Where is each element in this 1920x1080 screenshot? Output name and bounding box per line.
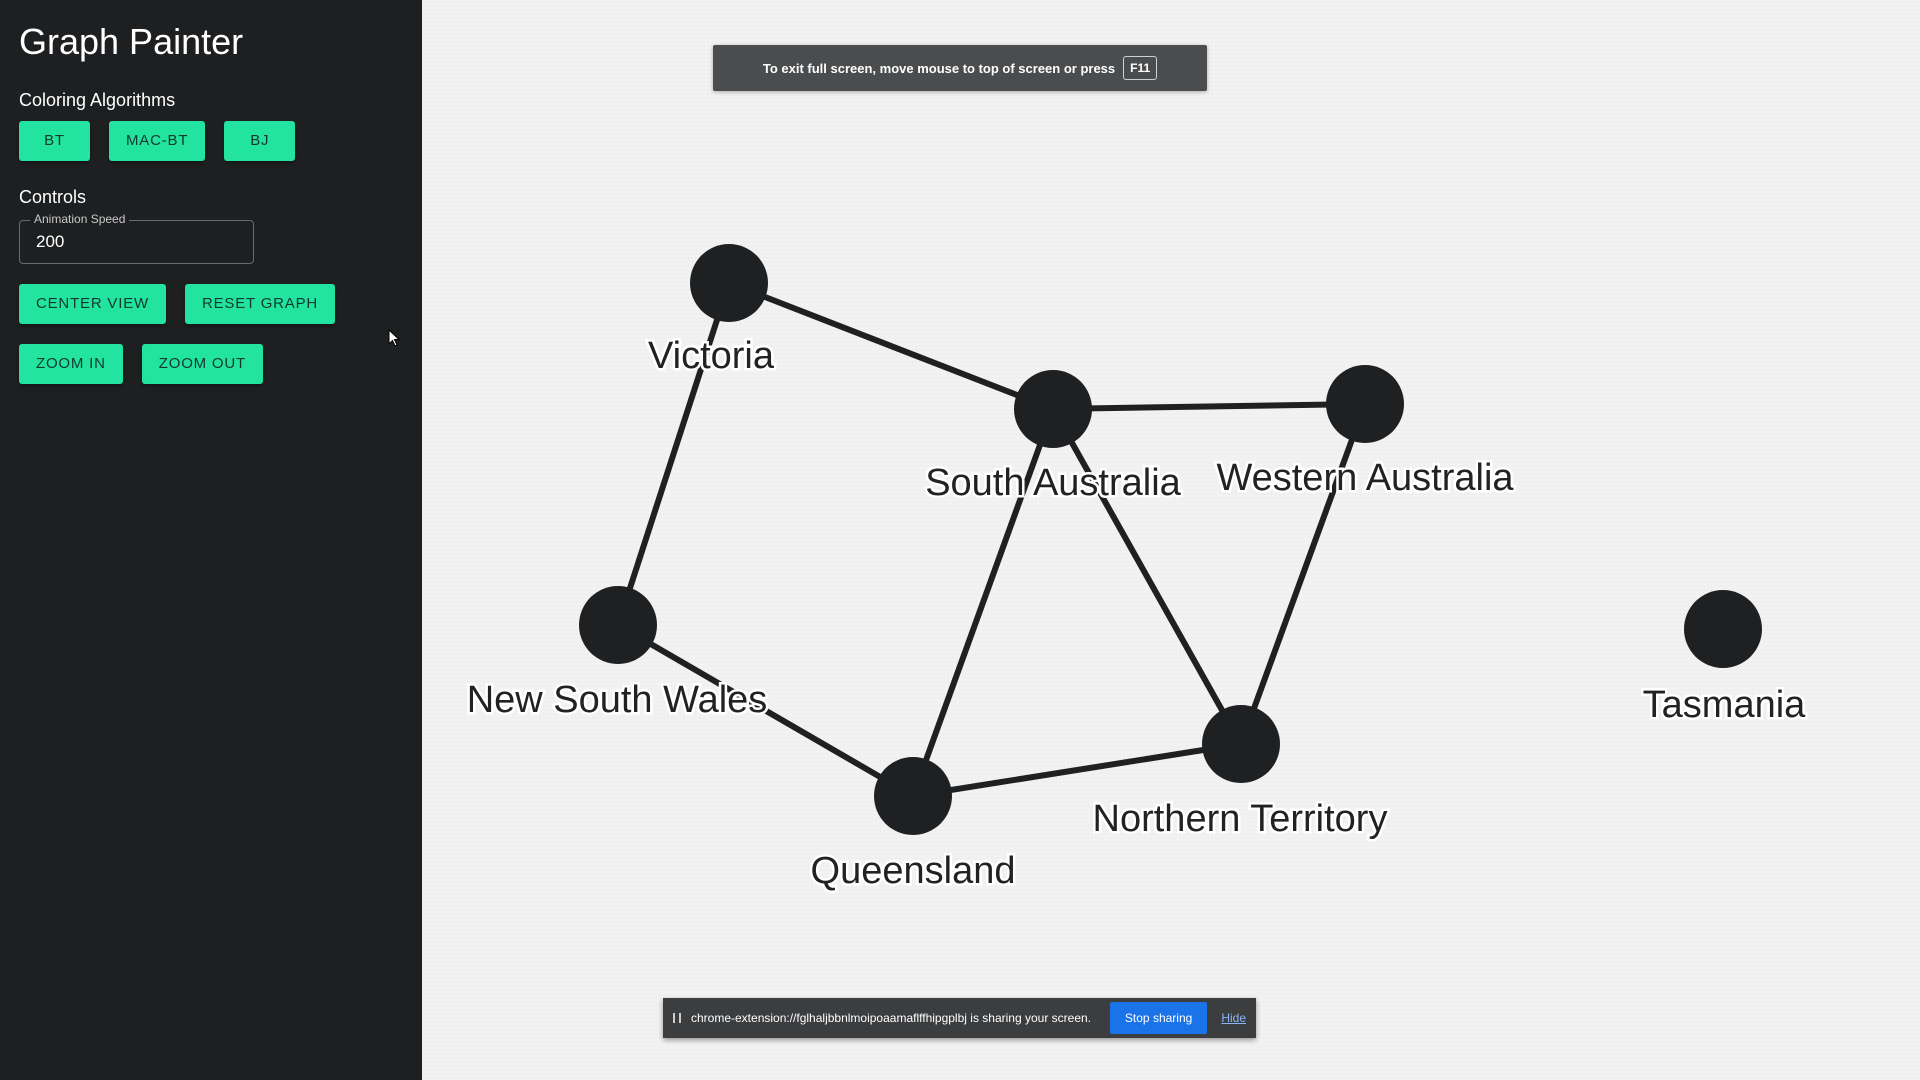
node-new-south-wales[interactable]: New South Wales [464, 586, 770, 724]
animation-speed-field: Animation Speed [19, 211, 254, 264]
edge-victoria-south-australia [727, 280, 1055, 412]
node-queensland[interactable]: Queensland [808, 757, 1018, 895]
node-label: Northern Territory [1093, 798, 1388, 840]
view-controls-row: CENTER VIEW RESET GRAPH [19, 283, 403, 324]
stop-sharing-button[interactable]: Stop sharing [1109, 1002, 1208, 1034]
node-south-australia[interactable]: South Australia [923, 370, 1184, 507]
animation-speed-input[interactable] [34, 230, 238, 253]
edge-south-australia-northern-territory [1050, 407, 1244, 746]
node-circle[interactable] [579, 586, 657, 664]
controls-heading: Controls [19, 186, 87, 207]
graph-svg[interactable]: Victoria South Australia Western Australia… [422, 0, 1920, 1080]
algorithms-heading: Coloring Algorithms [19, 89, 176, 110]
center-view-button[interactable]: CENTER VIEW [19, 283, 166, 324]
edge-new-south-wales-queensland [616, 622, 915, 799]
graph-nodes: Victoria South Australia Western Australia… [464, 244, 1809, 895]
node-label: New South Wales [467, 679, 768, 721]
edge-queensland-northern-territory [912, 741, 1242, 799]
f11-key-badge: F11 [1123, 56, 1158, 80]
screen-share-text: chrome-extension://fglhaljbbnlmoipoaamaf… [691, 1011, 1091, 1025]
node-label: Queensland [811, 850, 1016, 892]
bj-button[interactable]: BJ [224, 120, 296, 161]
node-label: Tasmania [1643, 684, 1806, 726]
screen-share-bar: chrome-extension://fglhaljbbnlmoipoaamaf… [663, 998, 1256, 1038]
node-circle[interactable] [690, 244, 768, 322]
edge-south-australia-western-australia [1052, 401, 1366, 412]
zoom-controls-row: ZOOM IN ZOOM OUT [19, 343, 403, 384]
animation-speed-label: Animation Speed [30, 211, 130, 226]
reset-graph-button[interactable]: RESET GRAPH [184, 283, 336, 324]
node-circle[interactable] [1684, 590, 1762, 668]
node-tasmania[interactable]: Tasmania [1640, 590, 1809, 729]
node-label: South Australia [925, 462, 1181, 504]
mac-bt-button[interactable]: MAC-BT [109, 120, 206, 161]
graph-edges [615, 280, 1368, 799]
graph-canvas[interactable]: To exit full screen, move mouse to top o… [422, 0, 1920, 1080]
fullscreen-exit-notice: To exit full screen, move mouse to top o… [713, 45, 1207, 91]
node-circle[interactable] [1202, 705, 1280, 783]
edge-western-australia-northern-territory [1238, 402, 1368, 746]
node-circle[interactable] [874, 757, 952, 835]
node-victoria[interactable]: Victoria [645, 244, 777, 380]
app-title: Graph Painter [19, 21, 244, 62]
node-circle[interactable] [1014, 370, 1092, 448]
hide-link[interactable]: Hide [1221, 1011, 1246, 1025]
mouse-cursor-icon [388, 329, 401, 347]
pause-icon [673, 1013, 681, 1023]
fullscreen-notice-text: To exit full screen, move mouse to top o… [762, 60, 1116, 76]
sidebar: Graph Painter Coloring Algorithms BT MAC… [0, 0, 422, 1080]
zoom-out-button[interactable]: ZOOM OUT [141, 343, 263, 384]
algorithm-buttons: BT MAC-BT BJ [19, 120, 403, 161]
zoom-in-button[interactable]: ZOOM IN [19, 343, 123, 384]
node-label: Victoria [648, 335, 775, 377]
node-western-australia[interactable]: Western Australia [1214, 365, 1517, 502]
edge-victoria-new-south-wales [615, 282, 732, 626]
node-circle[interactable] [1326, 365, 1404, 443]
node-label: Western Australia [1216, 457, 1514, 499]
node-northern-territory[interactable]: Northern Territory [1090, 705, 1390, 843]
bt-button[interactable]: BT [19, 120, 90, 161]
edge-south-australia-queensland [910, 407, 1056, 798]
